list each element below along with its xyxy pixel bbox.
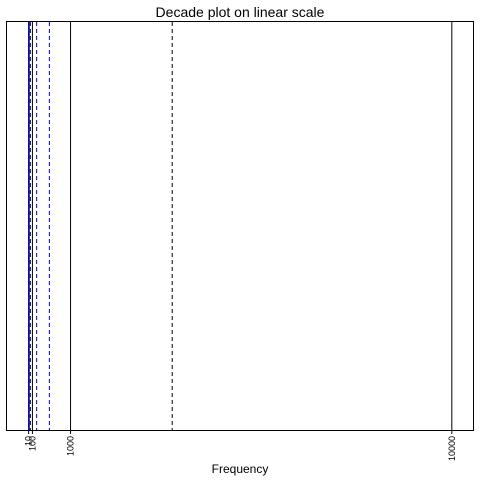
- chart-title: Decade plot on linear scale: [156, 4, 325, 20]
- x-tick-label-1: 100: [27, 436, 37, 451]
- x-axis-label: Frequency: [212, 462, 269, 476]
- x-tick-label-3: 10000: [447, 436, 457, 461]
- x-tick-label-2: 1000: [66, 436, 76, 456]
- x-tick-label-0: 10: [24, 436, 34, 446]
- plot-frame: [6, 21, 474, 431]
- reference-lines: [28, 22, 453, 430]
